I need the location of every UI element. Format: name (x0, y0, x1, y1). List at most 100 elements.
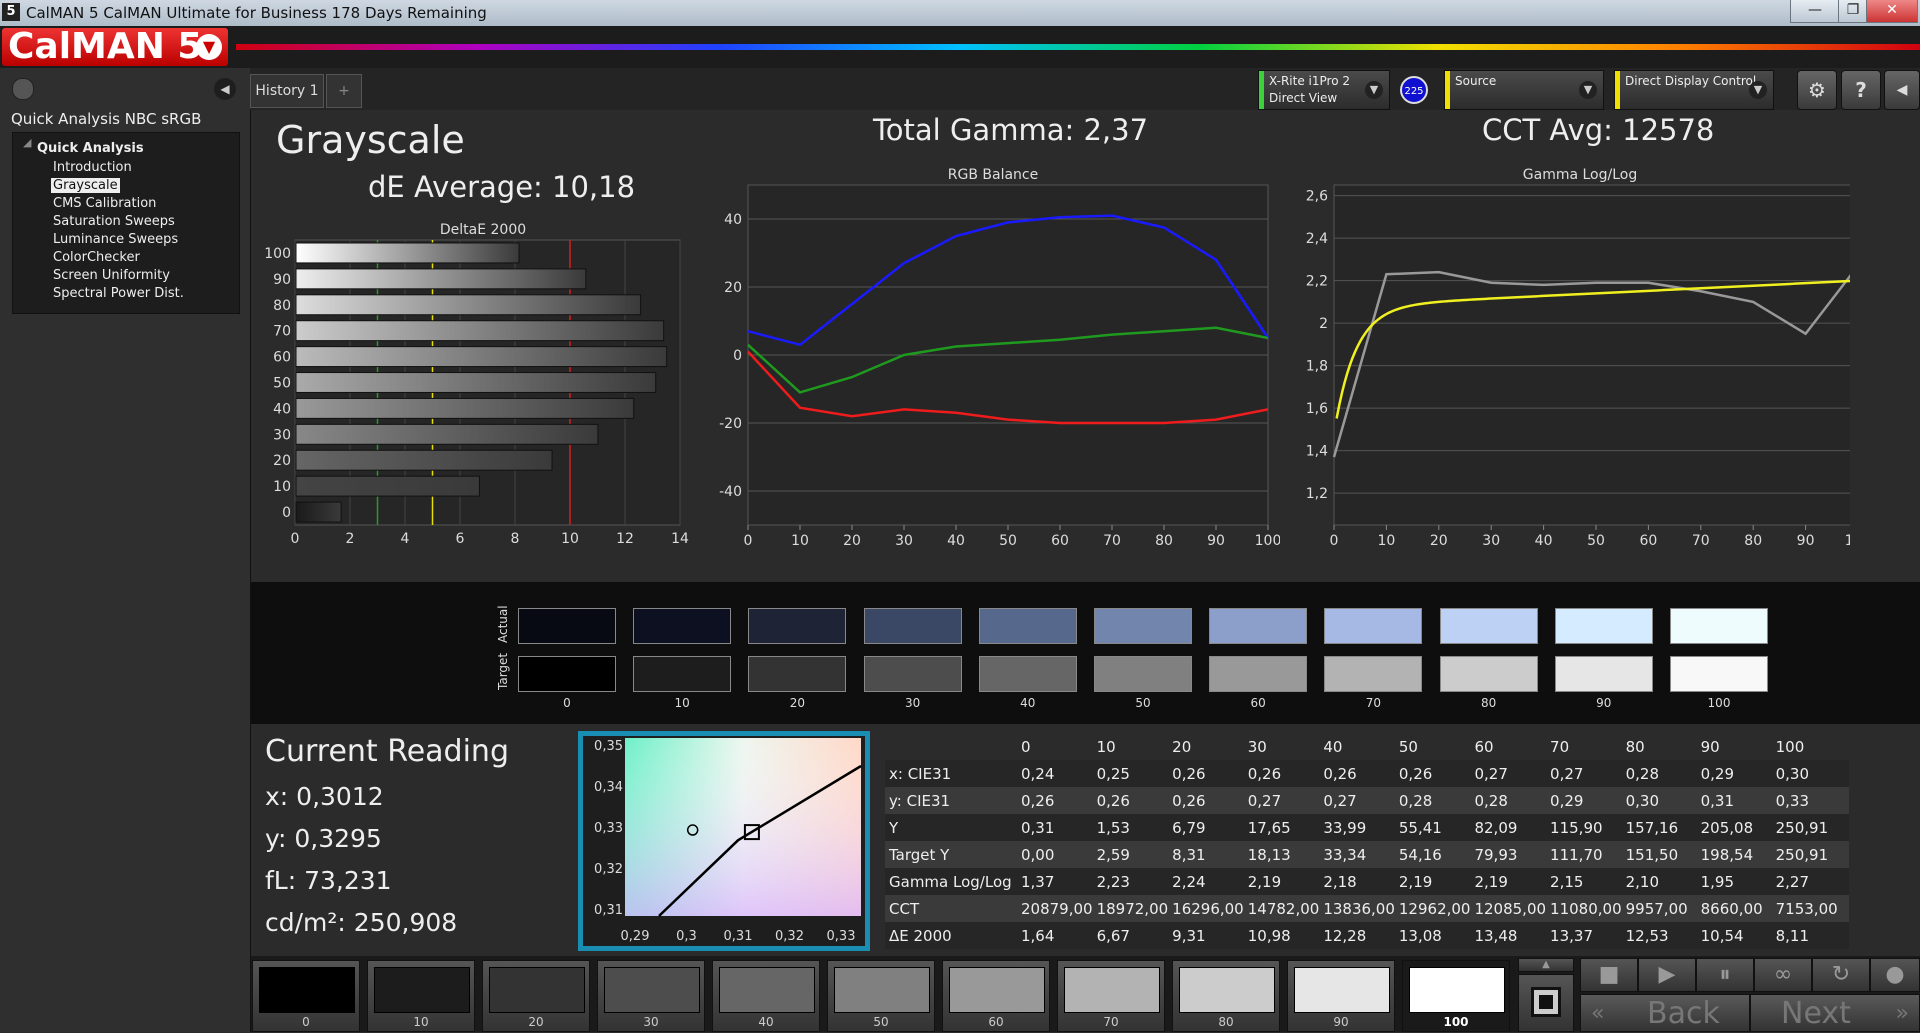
patch-button[interactable]: 10 (367, 960, 475, 1032)
patch-button[interactable]: 100 (1402, 960, 1510, 1032)
patch-button[interactable]: 40 (712, 960, 820, 1032)
stop-patch-button[interactable] (1518, 974, 1574, 1032)
pause-icon[interactable]: ⏸ (1696, 958, 1754, 992)
table-cell: 1,53 (1094, 814, 1171, 841)
table-row: Target Y 0,00 2,59 8,31 18,13 33,34 54,16 79,93… (885, 841, 1849, 868)
deltae-bar (295, 372, 657, 393)
tree-item-saturation-sweeps[interactable]: Saturation Sweeps (53, 214, 175, 229)
tree-item-screen-uniformity[interactable]: Screen Uniformity (53, 268, 170, 283)
rgb-x-tick: 20 (843, 533, 861, 549)
back-button[interactable]: « Back (1580, 994, 1750, 1032)
record-icon[interactable]: ● (1870, 958, 1920, 992)
table-cell: 1,95 (1698, 868, 1774, 895)
collapse-panel-icon[interactable]: ◀ (214, 78, 236, 100)
rgb-x-tick: 40 (947, 533, 965, 549)
actual-swatch (748, 608, 847, 644)
table-cell: 8,31 (1170, 841, 1246, 868)
table-cell: 13,48 (1472, 922, 1549, 949)
tree-item-cms-calibration[interactable]: CMS Calibration (53, 196, 157, 211)
table-cell: 0,33 (1773, 787, 1849, 814)
table-header-cell (885, 733, 1019, 760)
help-icon[interactable]: ? (1841, 70, 1881, 110)
deltae-x-tick: 14 (671, 531, 689, 547)
deltae-y-tick: 20 (273, 453, 291, 469)
swatch-label: 60 (1250, 696, 1266, 710)
play-icon[interactable]: ▶ (1638, 958, 1696, 992)
settings-circle-icon[interactable] (12, 78, 34, 100)
target-label-wrap: Target (492, 652, 516, 692)
meter-badge[interactable]: 225 (1400, 76, 1428, 104)
table-cell: 10,98 (1245, 922, 1322, 949)
rgb-series-2 (747, 350, 1269, 425)
tab-history-1[interactable]: History 1 (250, 74, 324, 108)
tree-item-spectral-power[interactable]: Spectral Power Dist. (53, 286, 184, 301)
gear-icon[interactable]: ⚙ (1797, 70, 1837, 110)
table-cell: 0,28 (1623, 760, 1699, 787)
next-button[interactable]: Next » (1750, 994, 1920, 1032)
patch-button[interactable]: 20 (482, 960, 590, 1032)
rainbow-strip (236, 44, 1920, 50)
table-cell: 6,79 (1170, 814, 1246, 841)
cie-y-tick: 0,34 (594, 780, 623, 795)
logo-text: CalMAN 5 (8, 26, 203, 67)
workflow-title: Quick Analysis NBC sRGB (11, 110, 202, 128)
patch-button[interactable]: 30 (597, 960, 705, 1032)
patch-button[interactable]: 50 (827, 960, 935, 1032)
gamma-x-tick: 40 (1535, 533, 1553, 549)
table-cell: 0,26 (1396, 760, 1473, 787)
gamma-series-1 (1335, 279, 1850, 419)
display-label: Direct Display Control (1625, 74, 1757, 88)
table-cell: 18972,00 (1094, 895, 1171, 922)
close-button[interactable]: ✕ (1866, 0, 1918, 23)
stop-icon[interactable]: ■ (1580, 958, 1638, 992)
patch-button[interactable]: 60 (942, 960, 1050, 1032)
refresh-icon[interactable]: ↻ (1812, 958, 1870, 992)
table-cell: 55,41 (1396, 814, 1473, 841)
de-average: dE Average: 10,18 (368, 170, 636, 204)
cie-x-tick: 0,33 (827, 929, 856, 944)
collapse-right-icon[interactable]: ◀ (1884, 70, 1920, 110)
table-cell: 33,99 (1321, 814, 1397, 841)
cie-y-tick: 0,35 (594, 739, 623, 754)
tree-expander-icon[interactable]: ◢ (23, 136, 32, 149)
table-header-cell: 40 (1321, 733, 1397, 760)
patch-button[interactable]: 70 (1057, 960, 1165, 1032)
maximize-button[interactable]: ❐ (1838, 0, 1868, 23)
rgb-x-tick: 90 (1207, 533, 1225, 549)
scroll-up-icon[interactable]: ▲ (1518, 958, 1574, 972)
table-cell: 33,34 (1321, 841, 1397, 868)
patch-button[interactable]: 90 (1287, 960, 1395, 1032)
patch-button[interactable]: 80 (1172, 960, 1280, 1032)
gamma-x-tick: 80 (1744, 533, 1762, 549)
add-tab-button[interactable]: + (326, 74, 362, 108)
patch-color (834, 967, 930, 1013)
infinity-icon[interactable]: ∞ (1754, 958, 1812, 992)
patch-button[interactable]: 0 (252, 960, 360, 1032)
rgb-balance-chart: RGB Balance 0 10 20 30 40 50 60 70 80 90 100 40 20 0 -… (719, 167, 1280, 549)
tree-item-introduction[interactable]: Introduction (53, 160, 132, 175)
display-status-bar (1615, 71, 1620, 109)
table-row: CCT 20879,00 18972,00 16296,00 14782,00 13836… (885, 895, 1849, 922)
display-selector[interactable]: Direct Display Control ▼ (1614, 70, 1774, 110)
tree-item-luminance-sweeps[interactable]: Luminance Sweeps (53, 232, 179, 247)
meter-selector[interactable]: X-Rite i1Pro 2 Direct View ▼ (1258, 70, 1390, 110)
cie-x-tick: 0,3 (676, 929, 697, 944)
cie-planckian-line (658, 764, 862, 917)
tree-item-colorchecker[interactable]: ColorChecker (53, 250, 140, 265)
calman-logo-menu[interactable]: CalMAN 5 ▼ (2, 28, 228, 66)
table-header-cell: 80 (1623, 733, 1699, 760)
table-cell: 0,30 (1773, 760, 1849, 787)
minimize-button[interactable]: — (1790, 0, 1840, 23)
patch-label: 50 (873, 1015, 889, 1029)
tree-group-quick-analysis[interactable]: Quick Analysis (37, 141, 144, 156)
table-cell: 2,59 (1094, 841, 1171, 868)
target-swatch (633, 656, 732, 692)
table-row-label: Target Y (885, 841, 1019, 868)
actual-swatch (1324, 608, 1423, 644)
swatch-label: 80 (1480, 696, 1497, 710)
table-cell: 115,90 (1548, 814, 1624, 841)
deltae-x-tick: 2 (346, 531, 355, 547)
source-selector[interactable]: Source ▼ (1444, 70, 1604, 110)
table-cell: 13,37 (1548, 922, 1624, 949)
tree-item-grayscale[interactable]: Grayscale (51, 178, 120, 193)
